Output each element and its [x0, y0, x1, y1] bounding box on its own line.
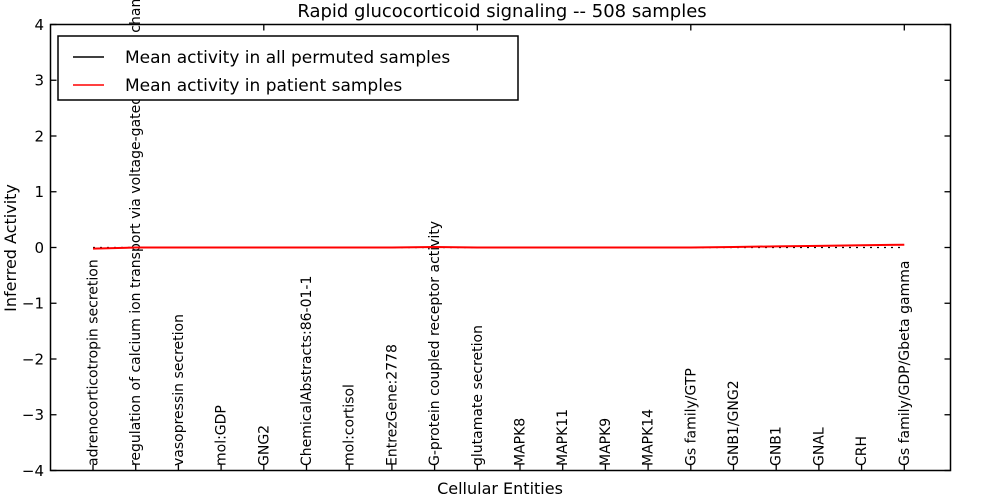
x-category-label: GNG2 — [256, 425, 272, 466]
x-category-label: MAPK11 — [555, 409, 571, 466]
x-category-label: GNB1 — [769, 426, 785, 466]
y-tick-label: 3 — [34, 72, 44, 90]
y-tick-label: −3 — [22, 406, 44, 424]
x-category-label: adrenocorticotropin secretion — [85, 259, 101, 466]
series-line-patient — [92, 243, 905, 250]
y-tick-label: 0 — [34, 239, 44, 257]
x-category-label: GNB1/GNG2 — [726, 380, 742, 466]
y-tick-label: 1 — [34, 183, 44, 201]
y-tick-label: −4 — [22, 462, 44, 480]
x-category-label: ChemicalAbstracts:86-01-1 — [299, 276, 315, 466]
x-category-label: mol:cortisol — [342, 384, 358, 466]
y-tick-label: 2 — [34, 127, 44, 145]
x-category-label: G-protein coupled receptor activity — [427, 221, 443, 466]
x-category-label: Gs family/GDP/Gbeta gamma — [897, 260, 913, 466]
x-category-label: Gs family/GTP — [683, 368, 699, 466]
legend-label-permuted: Mean activity in all permuted samples — [125, 48, 450, 68]
x-category-label: regulation of calcium ion transport via … — [128, 0, 144, 466]
legend-label-patient: Mean activity in patient samples — [125, 76, 402, 96]
x-axis-title: Cellular Entities — [437, 479, 563, 498]
x-category-label: MAPK14 — [641, 409, 657, 466]
x-category-label: EntrezGene:2778 — [384, 344, 400, 466]
legend-box — [57, 35, 519, 101]
plot-content: 4 3 2 1 0 −1 −2 −3 −4 adrenocorticotropin secreti… — [22, 0, 951, 480]
x-category-label: glutamate secretion — [470, 325, 486, 466]
x-category-label: MAPK9 — [598, 418, 614, 466]
y-tick-label: −2 — [22, 350, 44, 368]
y-axis-title: Inferred Activity — [1, 184, 20, 312]
x-category-label: MAPK8 — [512, 418, 528, 466]
x-category-label: vasopressin secretion — [171, 314, 187, 466]
chart-title: Rapid glucocorticoid signaling -- 508 sa… — [297, 1, 706, 22]
y-tick-label: 4 — [34, 16, 44, 34]
x-category-label: GNAL — [811, 427, 827, 466]
legend: Mean activity in all permuted samples Me… — [57, 35, 519, 101]
x-category-label: mol:GDP — [214, 405, 230, 466]
y-tick-label: −1 — [22, 295, 44, 313]
x-category-label: CRH — [854, 436, 870, 466]
